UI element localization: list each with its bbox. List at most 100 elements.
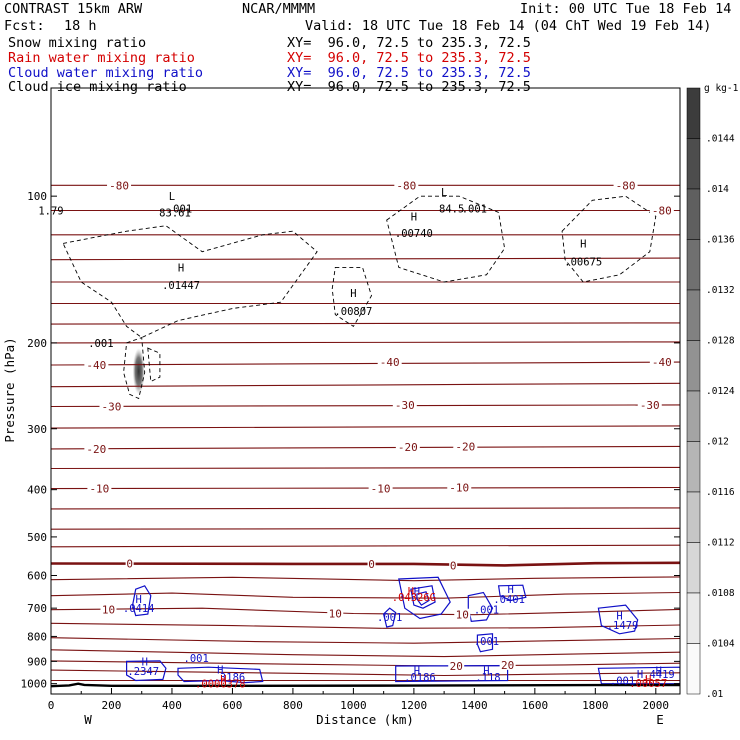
cloud-water-extremum-marker: H xyxy=(616,611,622,623)
ice-extremum-marker: H xyxy=(178,262,184,274)
isotherm-label-bg xyxy=(394,179,419,191)
y-tick-label: 200 xyxy=(27,337,47,350)
isotherm-label: -20 xyxy=(398,441,418,454)
isotherm-label: -10 xyxy=(371,483,391,496)
isotherm-label-bg xyxy=(499,658,516,670)
isotherm-label-bg xyxy=(377,356,402,368)
isotherm-label: -30 xyxy=(102,400,122,413)
isotherm-line xyxy=(51,445,680,450)
cloud-water-extremum-marker: H xyxy=(507,584,513,596)
cloud-water-contour xyxy=(597,604,639,635)
field-xy-snow: XY= 96.0, 72.5 to 235.3, 72.5 xyxy=(287,35,531,51)
colorbar-segment xyxy=(686,542,701,594)
field-name-snow: Snow mixing ratio xyxy=(8,35,147,51)
field-name-cloud-water: Cloud water mixing ratio xyxy=(8,65,204,81)
colorbar-tick-label: .0136 xyxy=(706,235,735,246)
cloud-ice-contour xyxy=(561,195,657,283)
colorbar-segment xyxy=(686,390,701,442)
cloud-water-extremum-marker: H xyxy=(414,586,420,598)
isotherm-label-bg xyxy=(448,660,465,672)
cloud-ice-contour xyxy=(123,336,146,400)
rain-extremum-marker: H xyxy=(408,586,414,598)
isotherm-label: -40 xyxy=(652,356,672,369)
isotherm-label: 10 xyxy=(329,608,342,621)
y-tick-label: 700 xyxy=(27,602,47,615)
west-label: W xyxy=(84,712,92,727)
colorbar-tick-label: .0116 xyxy=(706,487,735,498)
isotherm-label: 0 xyxy=(126,558,133,571)
isotherm-label: 0 xyxy=(450,559,457,572)
isotherm-label-bg xyxy=(99,400,124,412)
ice-value-label: 1.79 xyxy=(38,205,63,217)
colorbar-tick-label: .0104 xyxy=(706,639,735,650)
isotherm-line xyxy=(51,544,680,548)
isotherm-line xyxy=(51,361,680,366)
colorbar-segment xyxy=(686,592,701,644)
isotherm-label-bg xyxy=(367,557,376,569)
ice-value-label: 84.5 xyxy=(439,203,464,215)
isotherm-label-bg xyxy=(84,359,109,371)
isotherm-label-bg xyxy=(368,482,393,494)
x-axis-title: Distance (km) xyxy=(316,712,414,727)
isotherm-label: 20 xyxy=(501,659,514,672)
cloud-water-value-label: .0401 xyxy=(493,594,525,606)
x-tick-label: 800 xyxy=(283,699,303,712)
ice-value-label: .001 xyxy=(88,338,113,350)
isotherm-label: -80 xyxy=(109,179,129,192)
isotherm-label: -10 xyxy=(449,482,469,495)
y-tick-label: 1000 xyxy=(21,678,48,691)
isotherm-line xyxy=(51,257,680,261)
colorbar-tick-label: .014 xyxy=(706,184,729,195)
field-xy-cloud-ice: XY= 96.0, 72.5 to 235.3, 72.5 xyxy=(287,79,531,95)
isotherm-label: -80 xyxy=(396,179,416,192)
field-xy-rain: XY= 96.0, 72.5 to 235.3, 72.5 xyxy=(287,50,531,66)
isotherm-label-bg xyxy=(449,559,458,571)
isotherm-line xyxy=(51,466,680,470)
cloud-water-value-label: H.4419 xyxy=(637,669,675,681)
cloud-water-extremum-marker: H xyxy=(656,666,662,678)
colorbar-tick-label: .0144 xyxy=(706,134,735,145)
isotherm-line xyxy=(51,486,680,490)
axes: 0 200 400 600 800 1000 1200 1400 1600 1800 2000100… xyxy=(21,190,680,712)
cloud-water-contour xyxy=(497,584,527,602)
x-tick-label: 0 xyxy=(48,699,55,712)
isotherm-line xyxy=(51,622,680,629)
isotherm-label: 20 xyxy=(450,660,463,673)
plot-area xyxy=(51,184,680,688)
cloud-ice-contour xyxy=(331,266,372,328)
field-xy-cloud-water: XY= 96.0, 72.5 to 235.3, 72.5 xyxy=(287,65,531,81)
isotherm-line xyxy=(51,561,680,567)
isotherm-label: -30 xyxy=(395,399,415,412)
ice-value-label: .001 xyxy=(167,203,192,215)
cloud-ice-contour xyxy=(386,195,506,283)
colorbar-tick-label: .012 xyxy=(706,437,729,448)
cloud-water-contour xyxy=(467,591,494,622)
ice-extremum-marker: H xyxy=(350,288,356,300)
cloud-water-value-label: .0414 xyxy=(123,603,155,615)
colorbar-unit: g kg-1 xyxy=(704,83,739,94)
cloud-water-value-label: .0186 xyxy=(404,672,436,684)
isotherm-line xyxy=(51,404,680,408)
isotherm-label-bg xyxy=(107,179,132,191)
colorbar-tick-label: .0112 xyxy=(706,538,735,549)
x-tick-label: 600 xyxy=(223,699,243,712)
ice-value-label: 83.61 xyxy=(159,207,191,219)
isotherm-label: 10 xyxy=(456,609,469,622)
isotherm-label: -40 xyxy=(86,359,106,372)
rain-extremum-marker: H xyxy=(220,674,226,686)
isotherm-label-bg xyxy=(649,356,674,368)
cloud-water-extremum-marker: H xyxy=(414,666,420,678)
x-tick-label: 1400 xyxy=(461,699,488,712)
y-tick-label: 300 xyxy=(27,423,47,436)
cloud-water-extremum-marker: H xyxy=(136,594,142,606)
y-tick-label: 100 xyxy=(27,190,47,203)
isotherm-label: 10 xyxy=(102,604,115,617)
init-time: Init: 00 UTC Tue 18 Feb 14 xyxy=(520,1,732,17)
isotherm-line xyxy=(51,382,680,388)
east-label: E xyxy=(656,712,664,727)
cloud-water-value-label: .1479 xyxy=(607,620,639,632)
x-tick-label: 1800 xyxy=(582,699,609,712)
ice-value-label: .01447 xyxy=(162,280,200,292)
isotherm-line xyxy=(51,591,680,599)
rain-value-label: .0000378 xyxy=(195,679,246,691)
